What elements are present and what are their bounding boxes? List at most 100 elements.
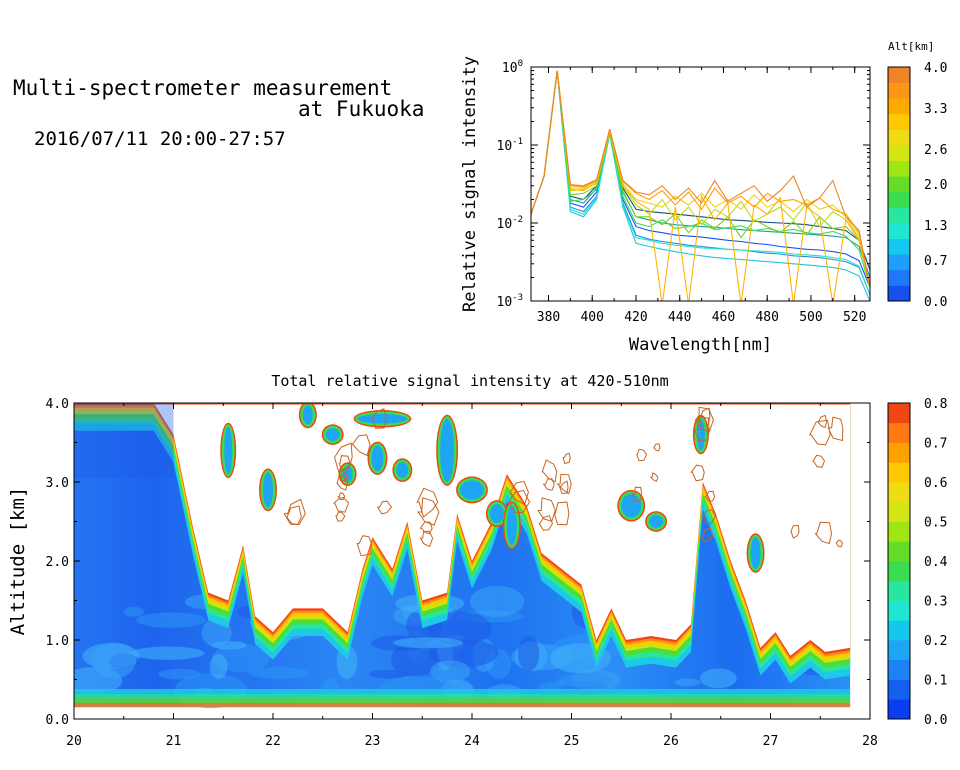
heatmap-contour xyxy=(698,407,711,427)
intensity-colorbar-swatch xyxy=(888,679,910,700)
altitude-colorbar-tick-label: 0.0 xyxy=(924,295,947,310)
altitude-colorbar-swatch xyxy=(888,129,910,146)
intensity-colorbar-frame xyxy=(887,402,911,720)
page-title-line1: Multi-spectrometer measurement xyxy=(13,76,393,100)
altitude-colorbar-frame xyxy=(887,66,911,302)
spectrum-series-8 xyxy=(531,70,870,288)
spectrum-y-tick-label: 100 xyxy=(502,59,523,76)
heatmap-y-tick-label: 2.0 xyxy=(46,555,69,570)
heatmap-contour xyxy=(694,406,714,433)
intensity-colorbar-swatch xyxy=(888,620,910,641)
heatmap-contour xyxy=(336,473,349,491)
heatmap-cloud-cell xyxy=(696,418,705,451)
spectrum-x-tick-label: 500 xyxy=(799,310,822,325)
altitude-colorbar: Alt[km] 4.0 3.3 2.6 2.0 1.3 0.7 0.0 xyxy=(887,40,947,310)
heatmap-cloud-cell xyxy=(224,426,233,475)
heatmap-cloud-cell xyxy=(489,504,504,524)
spectrum-y-axis-label: Relative signal intensity xyxy=(460,56,480,312)
spectrum-series-0 xyxy=(531,70,870,288)
heatmap-contour xyxy=(419,521,433,535)
intensity-colorbar-swatch xyxy=(888,501,910,522)
intensity-heatmap: 20 21 22 23 24 25 26 27 28 0.0 1.0 2.0 3.0 4.0 Total r… xyxy=(7,372,878,749)
intensity-colorbar-tick-label: 0.4 xyxy=(924,555,948,570)
heatmap-contour xyxy=(631,486,643,503)
spectrum-lines xyxy=(531,70,870,301)
heatmap-contour xyxy=(653,443,661,452)
heatmap-contour xyxy=(808,419,831,446)
heatmap-contour xyxy=(693,416,710,442)
altitude-colorbar-swatch xyxy=(888,269,910,286)
heatmap-contour xyxy=(351,434,371,457)
heatmap-blob xyxy=(368,669,408,679)
spectrum-y-tick-label: 10-1 xyxy=(497,137,524,154)
heatmap-contour xyxy=(356,535,373,557)
heatmap-contour xyxy=(553,501,570,526)
heatmap-blob xyxy=(700,668,737,689)
page-title-line2: at Fukuoka xyxy=(298,97,425,121)
intensity-colorbar-tick-label: 0.6 xyxy=(924,476,947,491)
heatmap-cloud-cell xyxy=(396,462,409,479)
heatmap-x-tick-label: 22 xyxy=(265,734,281,749)
heatmap-contour xyxy=(812,454,826,468)
heatmap-contour xyxy=(790,524,800,539)
heatmap-contour xyxy=(827,416,844,442)
heatmap-x-tick-label: 21 xyxy=(166,734,182,749)
heatmap-blob xyxy=(430,660,471,683)
heatmap-x-tick-label: 24 xyxy=(464,734,480,749)
intensity-colorbar-swatch xyxy=(888,462,910,483)
spectrum-series-7 xyxy=(531,70,870,288)
spectrum-x-axis-label: Wavelength[nm] xyxy=(629,335,772,355)
heatmap-x-tick-label: 27 xyxy=(763,734,779,749)
heatmap-contour xyxy=(835,539,844,548)
heatmap-low-band xyxy=(74,698,851,704)
measurement-datetime: 2016/07/11 20:00-27:57 xyxy=(34,128,286,150)
intensity-colorbar-swatch xyxy=(888,600,910,621)
heatmap-blob xyxy=(92,642,137,679)
spectrum-series-10 xyxy=(531,70,870,301)
intensity-colorbar-tick-label: 0.2 xyxy=(924,634,947,649)
heatmap-contour xyxy=(416,487,439,518)
intensity-colorbar-tick-label: 0.0 xyxy=(924,713,947,728)
heatmap-top-edge xyxy=(74,403,851,405)
intensity-colorbar-swatch xyxy=(888,403,910,424)
spectrum-x-tick-label: 480 xyxy=(755,310,778,325)
spectrum-series-11 xyxy=(531,70,870,288)
heatmap-contour xyxy=(338,455,351,471)
spectrum-series-6 xyxy=(531,70,870,288)
altitude-colorbar-tick-label: 2.6 xyxy=(924,143,947,158)
spectrum-series-4 xyxy=(531,70,870,278)
heatmap-contour xyxy=(559,480,569,494)
heatmap-contour xyxy=(419,530,434,548)
heatmap-blob xyxy=(74,403,174,479)
heatmap-y-tick-label: 1.0 xyxy=(46,634,69,649)
heatmap-low-band xyxy=(74,703,851,708)
altitude-colorbar-swatch xyxy=(888,113,910,130)
spectrum-x-tick-label: 520 xyxy=(843,310,866,325)
heatmap-x-tick-label: 20 xyxy=(66,734,82,749)
intensity-colorbar: 0.8 0.7 0.6 0.5 0.4 0.3 0.2 0.1 0.0 xyxy=(887,397,948,728)
intensity-colorbar-swatch xyxy=(888,580,910,601)
spectrum-x-tick-label: 400 xyxy=(580,310,603,325)
intensity-colorbar-swatch xyxy=(888,659,910,680)
heatmap-y-tick-label: 3.0 xyxy=(46,476,69,491)
heatmap-blob xyxy=(209,654,228,679)
altitude-colorbar-swatch xyxy=(888,285,910,302)
heatmap-blob xyxy=(158,668,202,680)
heatmap-blob xyxy=(674,678,701,687)
heatmap-contour xyxy=(332,496,350,513)
spectrum-series-3 xyxy=(531,70,870,295)
heatmap-contour xyxy=(417,497,440,526)
altitude-colorbar-swatch xyxy=(888,82,910,99)
intensity-colorbar-tick-label: 0.8 xyxy=(924,397,947,412)
heatmap-contour xyxy=(700,527,714,543)
intensity-colorbar-swatch xyxy=(888,422,910,443)
heatmap-x-tick-label: 23 xyxy=(365,734,381,749)
altitude-colorbar-swatch xyxy=(888,207,910,224)
spectrum-x-tick-label: 460 xyxy=(712,310,735,325)
spectrum-series-2 xyxy=(531,70,870,301)
heatmap-low-band xyxy=(74,688,851,694)
heatmap-contour xyxy=(562,452,571,465)
heatmap-contour xyxy=(556,473,572,495)
heatmap-x-tick-label: 25 xyxy=(564,734,580,749)
